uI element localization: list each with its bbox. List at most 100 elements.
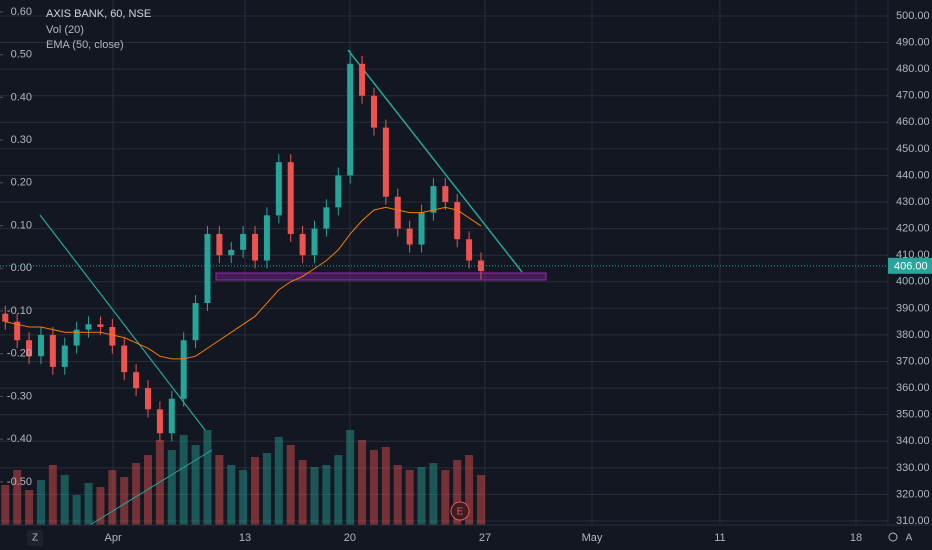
candle-body	[49, 334, 56, 367]
y2-tick-label: 0.30	[11, 134, 32, 146]
chart-title: AXIS BANK, 60, NSE	[46, 8, 151, 20]
y2-tick-label: 0.20	[11, 177, 32, 189]
volume-bar	[262, 453, 271, 525]
candle-body	[466, 239, 473, 261]
y-tick-label: 320.00	[896, 488, 930, 500]
candle-body	[382, 127, 389, 197]
volume-bar	[25, 490, 34, 525]
candle-body	[145, 388, 151, 410]
candle-body	[323, 207, 330, 229]
y2-tick-label: -0.30	[7, 390, 32, 402]
y2-tick-label: -0.50	[7, 476, 32, 488]
candle-body	[454, 202, 461, 240]
y-tick-label: 390.00	[896, 302, 930, 314]
y2-tick-label: -0.20	[7, 348, 32, 360]
candle-body	[156, 409, 163, 434]
y-tick-label: 480.00	[896, 63, 930, 75]
x-tick-label: 20	[344, 532, 356, 544]
volume-bar	[239, 470, 248, 525]
y-tick-label: 350.00	[896, 409, 930, 421]
candle-body	[26, 340, 33, 357]
candle-body	[14, 321, 21, 341]
candle-body	[442, 186, 449, 203]
x-tick-label: 27	[479, 532, 491, 544]
y-tick-label: 450.00	[896, 143, 930, 155]
y2-tick-label: -0.40	[7, 433, 32, 445]
candle-body	[359, 63, 366, 96]
volume-bar	[215, 455, 224, 525]
drawings	[39, 49, 547, 526]
volume-bar	[203, 430, 212, 525]
axes: 310.00 320.00 330.00 340.00 350.00 360.00 370.…	[0, 6, 932, 544]
candle-body	[37, 334, 44, 357]
y2-tick-label: 0.50	[11, 49, 32, 61]
candle-body	[252, 233, 259, 261]
volume-bar	[322, 465, 331, 525]
volume-bar	[167, 450, 176, 525]
indicator-label: Vol (20)	[46, 24, 84, 36]
trend-line	[39, 214, 206, 431]
candle-body	[228, 249, 235, 256]
candle-body	[97, 324, 104, 327]
volume-bar	[120, 477, 129, 525]
settings-icon[interactable]	[888, 532, 898, 542]
y2-tick-label: -0.10	[7, 305, 32, 317]
volume-bar	[72, 495, 81, 525]
candle-body	[394, 196, 401, 229]
volume-bar	[465, 455, 474, 525]
button-label: A	[906, 533, 913, 544]
button[interactable]	[27, 530, 43, 546]
volume-bar	[132, 463, 141, 525]
y-tick-label: 360.00	[896, 382, 930, 394]
support-zone	[215, 272, 547, 281]
y-tick-label: 400.00	[896, 276, 930, 288]
x-tick-label: 11	[714, 532, 725, 544]
y-tick-label: 420.00	[896, 223, 930, 235]
volume-bar	[144, 455, 152, 525]
y-tick-label: 440.00	[896, 169, 930, 181]
volume-layer	[1, 430, 485, 525]
volume-bar	[298, 460, 307, 525]
volume-bar	[108, 470, 117, 525]
volume-bar	[13, 470, 22, 525]
volume-bar	[286, 445, 295, 525]
y2-tick-label: 0.40	[11, 91, 32, 103]
candle-body	[240, 233, 247, 250]
candle-body	[275, 162, 282, 216]
candle-body	[370, 95, 377, 128]
volume-bar	[369, 450, 378, 525]
y2-tick-label: 0.10	[11, 219, 32, 231]
y-tick-label: 340.00	[896, 435, 930, 447]
volume-bar	[179, 435, 188, 525]
volume-bar	[417, 467, 426, 525]
candle-body	[61, 345, 68, 367]
x-tick-label: Apr	[105, 532, 122, 544]
volume-bar	[453, 460, 462, 525]
x-tick-label: 13	[239, 532, 251, 544]
volume-bar	[334, 455, 343, 525]
volume-bar	[346, 430, 355, 525]
volume-bar	[96, 487, 105, 525]
last-price-label: 406.00	[894, 261, 928, 273]
event-marker[interactable]	[450, 501, 470, 521]
volume-bar	[84, 483, 93, 525]
candle-body	[73, 329, 80, 346]
ema-line	[5, 206, 482, 360]
volume-bar	[477, 475, 485, 525]
y-tick-label: 310.00	[896, 515, 930, 527]
candle-body	[299, 233, 306, 256]
candle-body	[216, 233, 223, 256]
grid	[0, 0, 888, 525]
trend-line	[347, 49, 523, 273]
volume-bar	[429, 463, 438, 525]
volume-bar	[60, 475, 69, 525]
y2-tick-label: 0.60	[11, 6, 32, 18]
candle-body	[85, 324, 92, 330]
candle-body	[192, 303, 199, 341]
event-label: E	[457, 507, 464, 518]
trend-line	[89, 449, 213, 526]
volume-bar	[227, 465, 236, 525]
y-tick-label: 470.00	[896, 90, 930, 102]
volume-bar	[310, 467, 319, 525]
y-tick-label: 380.00	[896, 329, 930, 341]
